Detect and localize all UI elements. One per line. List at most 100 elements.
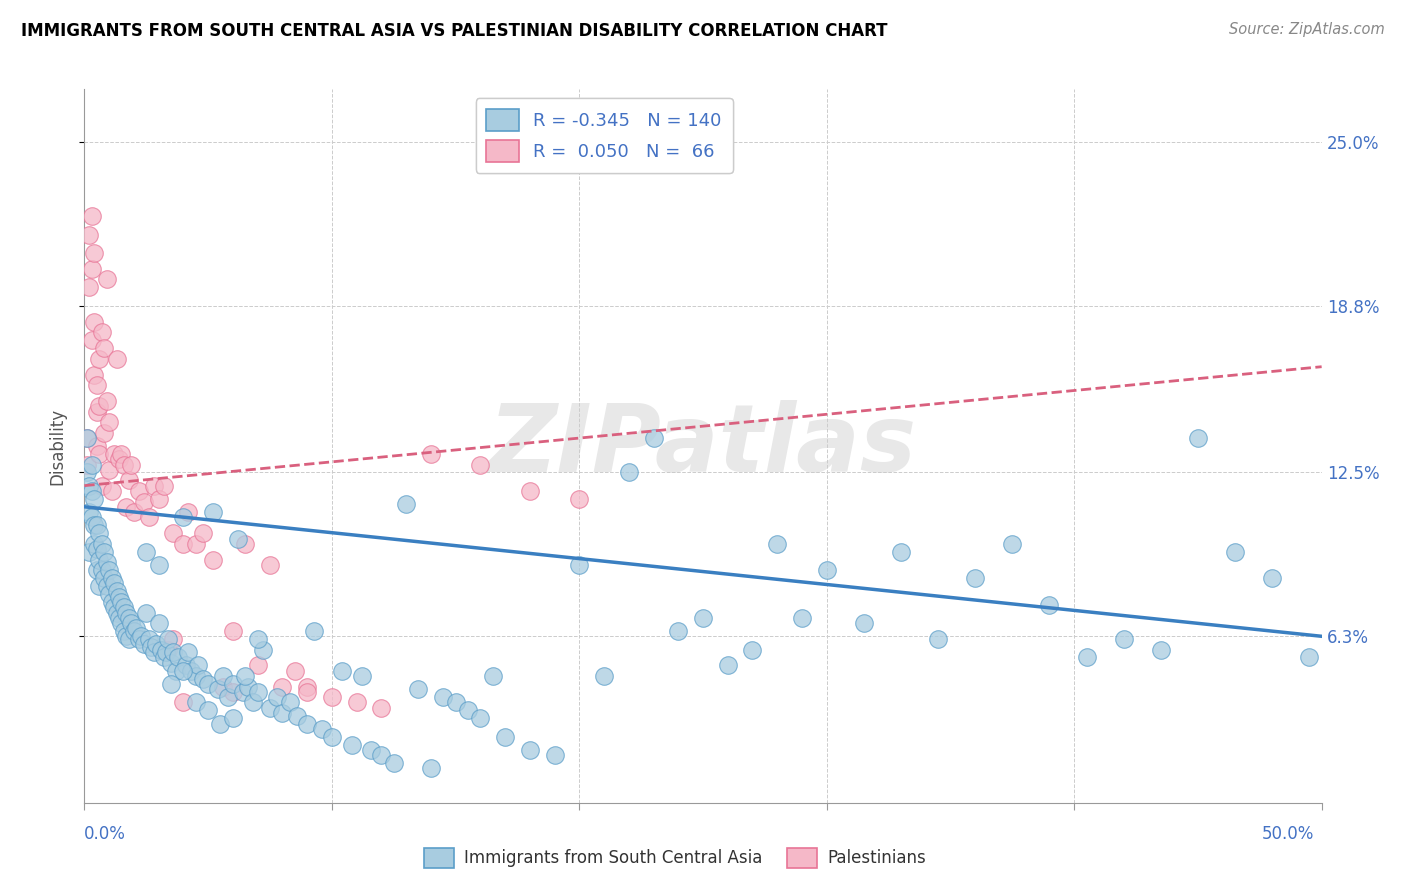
Point bbox=[79, 545, 101, 559]
Point bbox=[172, 510, 194, 524]
Point bbox=[148, 491, 170, 506]
Point bbox=[83, 368, 105, 382]
Point bbox=[89, 579, 111, 593]
Point bbox=[86, 542, 108, 557]
Point bbox=[212, 680, 235, 694]
Point bbox=[100, 571, 122, 585]
Point bbox=[419, 447, 441, 461]
Point bbox=[965, 571, 987, 585]
Point bbox=[543, 748, 565, 763]
Point bbox=[80, 458, 103, 472]
Point bbox=[232, 685, 254, 699]
Point bbox=[395, 497, 418, 511]
Point bbox=[172, 537, 194, 551]
Point bbox=[142, 645, 165, 659]
Point bbox=[152, 478, 174, 492]
Point bbox=[295, 680, 318, 694]
Point bbox=[157, 642, 180, 657]
Point bbox=[470, 711, 492, 725]
Point bbox=[222, 677, 245, 691]
Point bbox=[76, 466, 98, 480]
Point bbox=[76, 431, 98, 445]
Point bbox=[304, 624, 326, 638]
Point bbox=[1038, 598, 1060, 612]
Point bbox=[692, 611, 714, 625]
Point bbox=[96, 394, 118, 409]
Point bbox=[96, 579, 118, 593]
Point bbox=[83, 491, 105, 506]
Point bbox=[252, 642, 274, 657]
Point bbox=[360, 743, 382, 757]
Point bbox=[115, 500, 138, 514]
Point bbox=[207, 682, 229, 697]
Point bbox=[157, 632, 180, 646]
Point bbox=[83, 315, 105, 329]
Point bbox=[115, 629, 138, 643]
Point bbox=[76, 431, 98, 445]
Point bbox=[222, 624, 245, 638]
Point bbox=[233, 669, 256, 683]
Point bbox=[125, 621, 148, 635]
Point bbox=[98, 463, 121, 477]
Point bbox=[96, 555, 118, 569]
Text: 50.0%: 50.0% bbox=[1263, 825, 1315, 843]
Point bbox=[815, 563, 838, 577]
Point bbox=[86, 439, 108, 453]
Point bbox=[184, 669, 207, 683]
Point bbox=[118, 474, 141, 488]
Point bbox=[93, 571, 115, 585]
Point bbox=[89, 447, 111, 461]
Point bbox=[174, 658, 197, 673]
Point bbox=[83, 537, 105, 551]
Point bbox=[145, 637, 167, 651]
Point bbox=[321, 730, 343, 744]
Point bbox=[128, 483, 150, 498]
Point bbox=[568, 558, 591, 572]
Point bbox=[80, 209, 103, 223]
Point bbox=[852, 616, 875, 631]
Point bbox=[132, 494, 155, 508]
Point bbox=[89, 351, 111, 366]
Point bbox=[285, 708, 308, 723]
Point bbox=[118, 611, 141, 625]
Point bbox=[177, 505, 200, 519]
Point bbox=[80, 261, 103, 276]
Point bbox=[162, 526, 184, 541]
Point bbox=[98, 563, 121, 577]
Point bbox=[419, 761, 441, 775]
Point bbox=[142, 478, 165, 492]
Point bbox=[79, 227, 101, 242]
Point bbox=[766, 537, 789, 551]
Point bbox=[184, 695, 207, 709]
Point bbox=[167, 650, 190, 665]
Point bbox=[93, 341, 115, 355]
Legend: R = -0.345   N = 140, R =  0.050   N =  66: R = -0.345 N = 140, R = 0.050 N = 66 bbox=[475, 98, 733, 173]
Point bbox=[105, 351, 128, 366]
Point bbox=[226, 532, 249, 546]
Point bbox=[129, 629, 152, 643]
Point bbox=[271, 680, 294, 694]
Point bbox=[197, 703, 219, 717]
Point bbox=[89, 526, 111, 541]
Point bbox=[717, 658, 740, 673]
Point bbox=[444, 695, 467, 709]
Point bbox=[112, 624, 135, 638]
Point bbox=[233, 537, 256, 551]
Point bbox=[110, 595, 132, 609]
Point bbox=[162, 645, 184, 659]
Point bbox=[112, 600, 135, 615]
Point bbox=[122, 624, 145, 638]
Text: IMMIGRANTS FROM SOUTH CENTRAL ASIA VS PALESTINIAN DISABILITY CORRELATION CHART: IMMIGRANTS FROM SOUTH CENTRAL ASIA VS PA… bbox=[21, 22, 887, 40]
Point bbox=[90, 478, 112, 492]
Point bbox=[160, 677, 183, 691]
Point bbox=[212, 669, 235, 683]
Point bbox=[89, 552, 111, 566]
Y-axis label: Disability: Disability bbox=[48, 408, 66, 484]
Point bbox=[118, 632, 141, 646]
Point bbox=[108, 611, 131, 625]
Point bbox=[790, 611, 813, 625]
Point bbox=[89, 400, 111, 414]
Point bbox=[148, 616, 170, 631]
Point bbox=[110, 616, 132, 631]
Point bbox=[135, 545, 157, 559]
